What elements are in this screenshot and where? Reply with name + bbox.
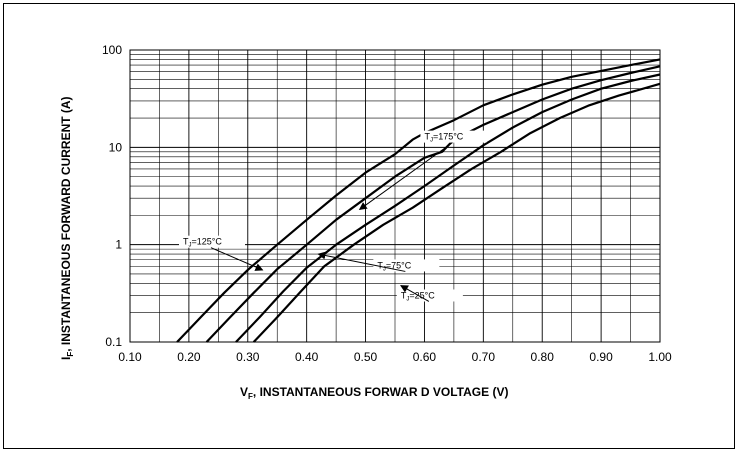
x-tick-label: 0.40: [295, 350, 319, 364]
annotation-arrow: [317, 251, 406, 272]
series-line-1: [205, 65, 661, 343]
x-label-sub: F: [248, 392, 253, 401]
annotation-label-sub: J: [189, 243, 192, 249]
x-tick-label: 0.50: [354, 350, 378, 364]
x-tick-label: 0.90: [589, 350, 613, 364]
annotation-label-rest: =125°C: [192, 237, 223, 247]
annotation-arrow: [358, 142, 453, 211]
y-tick-label: 100: [102, 43, 122, 57]
annotation-label: TJ=25°C: [401, 290, 435, 302]
x-label-rest: , INSTANTANEOUS FORWAR D VOLTAGE (V): [253, 385, 509, 399]
annotation-label: TJ=75°C: [377, 260, 411, 272]
tick-labels: 0.10 0.20 0.30 0.40 0.50 0.60 0.70 0.80 0.90 1.00…: [102, 43, 672, 364]
plot-border: [129, 49, 661, 343]
annotation-arrow: [210, 247, 264, 271]
annotation-label-main: T: [424, 132, 430, 142]
annotations: TJ=175°CTJ=125°CTJ=75°CTJ=25°C: [179, 130, 487, 302]
curves: [176, 58, 661, 343]
annotation-bg: [179, 235, 245, 248]
annotation-label-sub: J: [406, 296, 409, 302]
y-axis-label: IF, INSTANTANEOUS FORWARD CURRENT (A): [59, 96, 75, 360]
x-tick-label: 0.10: [118, 350, 142, 364]
x-label-main: V: [240, 385, 248, 399]
x-tick-label: 0.80: [531, 350, 555, 364]
annotation-label: TJ=175°C: [424, 132, 463, 144]
series-line-0: [176, 58, 661, 343]
y-tick-label: 0.1: [105, 335, 122, 349]
grid: [129, 49, 661, 343]
y-tick-label: 1: [115, 238, 122, 252]
figure-frame: [3, 3, 735, 449]
x-tick-label: 0.20: [177, 350, 201, 364]
annotation-label-main: T: [401, 290, 407, 300]
annotation-label-sub: J: [383, 266, 386, 272]
x-axis-label: VF, INSTANTANEOUS FORWAR D VOLTAGE (V): [240, 385, 508, 401]
y-label-sub: F: [66, 352, 75, 357]
annotation-label-main: T: [377, 260, 383, 270]
x-tick-label: 0.60: [413, 350, 437, 364]
annotation-label-rest: =25°C: [409, 290, 435, 300]
y-label-main: I: [59, 357, 73, 360]
annotation-label: TJ=125°C: [183, 237, 222, 249]
annotation-bg: [420, 130, 487, 143]
series-line-2: [235, 73, 661, 343]
y-tick-label: 10: [109, 140, 123, 154]
y-label-rest: , INSTANTANEOUS FORWARD CURRENT (A): [59, 96, 73, 351]
annotation-arrow: [400, 285, 430, 302]
annotation-label-main: T: [183, 237, 189, 247]
x-tick-label: 0.70: [472, 350, 496, 364]
annotation-label-sub: J: [430, 138, 433, 144]
series-line-3: [252, 82, 661, 343]
annotation-label-rest: =75°C: [386, 260, 412, 270]
x-tick-label: 1.00: [648, 350, 672, 364]
annotation-label-rest: =175°C: [433, 132, 464, 142]
x-tick-label: 0.30: [236, 350, 260, 364]
